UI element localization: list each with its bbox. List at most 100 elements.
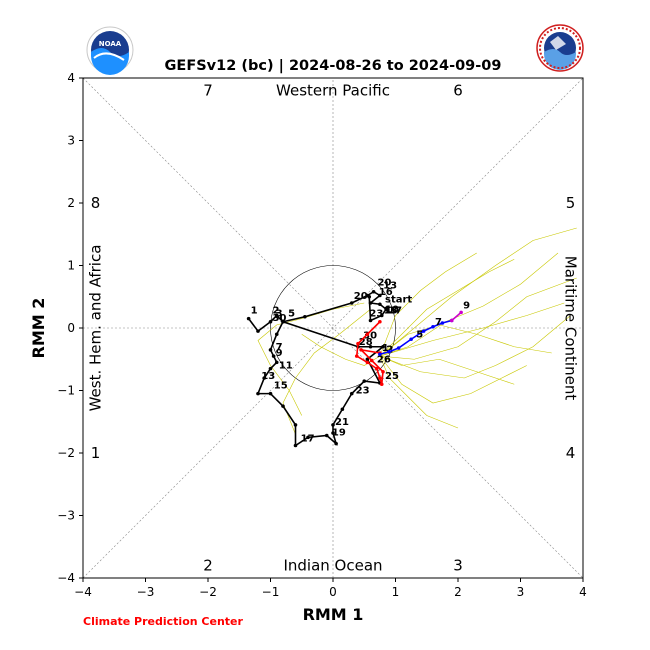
series-day-label: 20 bbox=[378, 277, 392, 288]
series-point bbox=[368, 318, 373, 323]
phase-label: 4 bbox=[566, 444, 576, 462]
region-label-left: West. Hem. and Africa bbox=[87, 245, 105, 412]
series-point bbox=[274, 313, 279, 318]
series-day-label: 2 bbox=[273, 306, 280, 317]
series-point bbox=[281, 404, 285, 408]
phase-label: 7 bbox=[203, 82, 213, 100]
series-point bbox=[303, 314, 307, 319]
x-tick-label: −1 bbox=[262, 585, 280, 599]
series-point bbox=[256, 329, 260, 333]
series-point bbox=[378, 319, 382, 324]
y-tick-label: 4 bbox=[67, 71, 75, 85]
y-tick-label: −3 bbox=[57, 509, 75, 523]
series-point bbox=[381, 369, 385, 374]
series-day-label: 23 bbox=[356, 386, 370, 397]
series-day-label: 13 bbox=[261, 371, 275, 382]
y-tick-label: −4 bbox=[57, 571, 75, 585]
x-tick-label: 1 bbox=[392, 585, 400, 599]
series-day-label: 26 bbox=[377, 354, 391, 365]
chart-title: GEFSv12 (bc) | 2024-08-26 to 2024-09-09 bbox=[165, 58, 502, 74]
ensemble-member-line bbox=[379, 302, 565, 357]
series-day-label: 7 bbox=[435, 317, 442, 328]
series-point bbox=[369, 358, 374, 363]
series-point bbox=[365, 332, 370, 337]
x-axis-label: RMM 1 bbox=[303, 605, 364, 624]
series-point bbox=[396, 346, 401, 350]
series-day-label: 30 bbox=[273, 313, 287, 324]
x-tick-label: 3 bbox=[517, 585, 525, 599]
series-point bbox=[331, 423, 335, 427]
series-point bbox=[409, 337, 413, 342]
phase-label: 1 bbox=[91, 444, 101, 462]
series-point bbox=[440, 321, 445, 325]
series-point bbox=[271, 354, 276, 358]
x-tick-label: −3 bbox=[137, 585, 155, 599]
series-day-label: 9 bbox=[276, 348, 283, 359]
series-day-label: 19 bbox=[332, 427, 346, 438]
series-point bbox=[379, 313, 384, 318]
series-point bbox=[306, 435, 310, 440]
series-day-label: 23 bbox=[369, 309, 383, 320]
series-day-label: 15 bbox=[274, 381, 288, 392]
y-axis-label: RMM 2 bbox=[29, 298, 48, 359]
series-point bbox=[324, 433, 329, 438]
ensemble-member-line bbox=[379, 324, 552, 357]
series-day-label: 13 bbox=[384, 306, 398, 317]
series-point bbox=[367, 294, 372, 299]
series-day-label: 20 bbox=[354, 291, 368, 302]
series-point bbox=[331, 431, 335, 435]
series-point bbox=[359, 348, 363, 352]
series-point bbox=[268, 348, 273, 352]
series-day-label: 11 bbox=[279, 361, 293, 372]
series-point bbox=[449, 318, 454, 323]
series-day-label: 1 bbox=[251, 306, 258, 317]
svg-text:NOAA: NOAA bbox=[99, 40, 122, 48]
series-point bbox=[362, 379, 367, 383]
series-day-label: 2 bbox=[386, 344, 393, 355]
series-day-label: 5 bbox=[416, 329, 423, 340]
region-label-top: Western Pacific bbox=[276, 82, 390, 100]
series-point bbox=[356, 341, 360, 346]
series-point bbox=[268, 366, 273, 371]
series-line bbox=[451, 311, 462, 322]
footer-credit: Climate Prediction Center bbox=[83, 615, 243, 628]
y-tick-label: −1 bbox=[57, 384, 75, 398]
phase-label: 2 bbox=[203, 557, 213, 575]
series-point bbox=[421, 329, 426, 333]
ensemble-member-line bbox=[379, 356, 459, 429]
series-day-label: 7 bbox=[276, 342, 283, 353]
series-point bbox=[262, 376, 267, 380]
series-point bbox=[349, 301, 354, 305]
series-day-label: 3 bbox=[276, 309, 283, 320]
y-tick-label: 3 bbox=[67, 134, 75, 148]
y-tick-label: 2 bbox=[67, 196, 75, 210]
x-tick-label: −2 bbox=[199, 585, 217, 599]
series-point bbox=[368, 301, 373, 305]
x-tick-label: 2 bbox=[454, 585, 462, 599]
noaa-logo: NOAA bbox=[86, 26, 134, 75]
phase-label: 6 bbox=[453, 82, 463, 100]
phase-label: 5 bbox=[566, 194, 576, 212]
nws-logo bbox=[536, 24, 584, 72]
series-point bbox=[387, 349, 392, 354]
ensemble-member-line bbox=[379, 355, 527, 404]
series-point bbox=[281, 319, 285, 324]
series-point bbox=[334, 441, 338, 446]
series-point bbox=[256, 391, 260, 396]
unit-circle bbox=[270, 265, 396, 391]
series-day-label: 13 bbox=[383, 281, 397, 292]
ensemble-member-line bbox=[379, 355, 515, 385]
series-point bbox=[378, 352, 382, 357]
series-point bbox=[371, 289, 376, 294]
series-day-label: 28 bbox=[359, 337, 373, 348]
region-label-right: Maritime Continent bbox=[562, 256, 580, 401]
series-point bbox=[374, 366, 379, 371]
series-point bbox=[368, 344, 373, 349]
region-label-bottom: Indian Ocean bbox=[283, 557, 382, 575]
y-tick-label: 1 bbox=[67, 259, 75, 273]
series-line bbox=[355, 321, 384, 385]
x-tick-label: −4 bbox=[74, 585, 92, 599]
series-day-label: 17 bbox=[388, 306, 402, 317]
series-day-label: 25 bbox=[385, 371, 399, 382]
series-day-label: 1 bbox=[382, 343, 389, 354]
